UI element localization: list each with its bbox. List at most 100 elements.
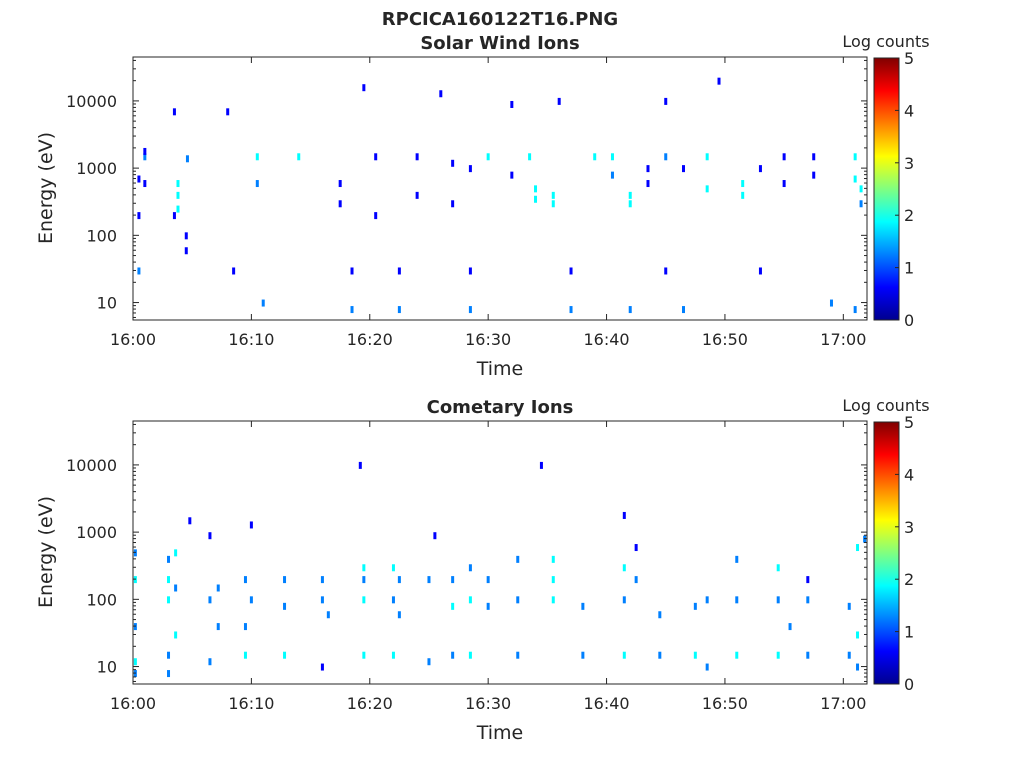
solar-wind-panel: Solar Wind Ions 16:00 16:10 16:20 16:30 16:4…: [35, 32, 930, 380]
heatmap-cell: [397, 576, 401, 584]
heatmap-cell: [188, 517, 192, 525]
colorbar-tick-label: 3: [904, 154, 914, 173]
heatmap-cell: [397, 611, 401, 619]
colorbar-tick-label: 1: [904, 259, 914, 278]
heatmap-cell: [468, 596, 472, 604]
colorbar: 0 1 2 3 4 5 Log counts: [842, 32, 929, 330]
heatmap-cell: [486, 576, 490, 584]
heatmap-cell: [705, 596, 709, 604]
x-tick-label: 16:30: [465, 694, 511, 713]
heatmap-cell: [551, 191, 555, 199]
heatmap-cell: [283, 576, 287, 584]
heatmap-cell: [634, 544, 638, 552]
x-tick-label: 17:00: [820, 330, 866, 349]
colorbar-tick-label: 5: [904, 49, 914, 68]
heatmap-cell: [391, 651, 395, 659]
heatmap-cell: [664, 267, 668, 275]
heatmap-cell: [758, 267, 762, 275]
cometary-panel: Cometary Ions 16:00 16:10 16:20 16:30 16:40 1…: [35, 396, 930, 744]
heatmap-cell: [486, 153, 490, 161]
colorbar-ticks: 0 1 2 3 4 5: [895, 413, 914, 694]
heatmap-cell: [806, 596, 810, 604]
heatmap-cell: [693, 651, 697, 659]
heatmap-cell: [297, 153, 301, 161]
heatmap-cell: [853, 175, 857, 183]
heatmap-cell: [628, 191, 632, 199]
colorbar: 0 1 2 3 4 5 Log counts: [842, 396, 929, 694]
heatmap-cell: [853, 306, 857, 314]
heatmap-cell: [451, 602, 455, 610]
heatmap-cell: [658, 651, 662, 659]
x-tick-label: 16:10: [228, 330, 274, 349]
panel-title: Cometary Ions: [427, 397, 574, 418]
heatmap-cell: [468, 564, 472, 572]
x-tick-label: 16:10: [228, 694, 274, 713]
y-axis: 10 100 1000 10000: [66, 59, 867, 318]
heatmap-cell: [829, 299, 833, 307]
heatmap-cell: [705, 153, 709, 161]
heatmap-cell: [176, 191, 180, 199]
heatmap-cell: [397, 267, 401, 275]
heatmap-cell: [486, 602, 490, 610]
x-axis: 16:00 16:10 16:20 16:30 16:40 16:50 17:00: [110, 421, 866, 713]
colorbar-ticks: 0 1 2 3 4 5: [895, 49, 914, 330]
y-axis-label: Energy (eV): [35, 132, 57, 244]
heatmap-cell: [528, 153, 532, 161]
x-tick-label: 16:50: [702, 330, 748, 349]
heatmap-cell: [176, 180, 180, 188]
heatmap-cell: [320, 576, 324, 584]
x-axis: 16:00 16:10 16:20 16:30 16:40 16:50 17:00: [110, 57, 866, 349]
x-tick-label: 16:00: [110, 330, 156, 349]
heatmap-cell: [208, 596, 212, 604]
heatmap-cell: [391, 596, 395, 604]
heatmap-cell: [232, 267, 236, 275]
y-tick-label: 10000: [66, 456, 117, 475]
colorbar-tick-label: 2: [904, 206, 914, 225]
x-axis-label: Time: [476, 722, 524, 744]
heatmap-cell: [622, 511, 626, 519]
heatmap-cell: [468, 306, 472, 314]
heatmap-cell: [776, 596, 780, 604]
heatmap-cell: [812, 153, 816, 161]
heatmap-cell: [782, 180, 786, 188]
heatmap-cells: [133, 461, 867, 678]
heatmap-cell: [137, 175, 141, 183]
heatmap-cell: [628, 306, 632, 314]
y-tick-label: 100: [86, 590, 117, 609]
heatmap-cell: [534, 185, 538, 193]
heatmap-cell: [451, 651, 455, 659]
colorbar-tick-label: 3: [904, 518, 914, 537]
y-tick-label: 1000: [76, 159, 117, 178]
heatmap-cell: [741, 180, 745, 188]
heatmap-cell: [374, 153, 378, 161]
heatmap-cell: [216, 623, 220, 631]
y-tick-label: 1000: [76, 523, 117, 542]
heatmap-cell: [338, 200, 342, 208]
heatmap-cell: [439, 90, 443, 98]
heatmap-cell: [174, 549, 178, 557]
heatmap-cell: [167, 576, 171, 584]
heatmap-cell: [167, 596, 171, 604]
heatmap-cell: [167, 555, 171, 563]
colorbar-tick-label: 4: [904, 101, 914, 120]
heatmap-cell: [433, 532, 437, 540]
heatmap-cell: [362, 651, 366, 659]
heatmap-cell: [856, 663, 860, 671]
heatmap-cell: [776, 564, 780, 572]
heatmap-cell: [249, 596, 253, 604]
heatmap-cell: [551, 555, 555, 563]
x-tick-label: 16:00: [110, 694, 156, 713]
heatmap-cell: [208, 658, 212, 666]
heatmap-cell: [569, 306, 573, 314]
heatmap-cell: [427, 658, 431, 666]
heatmap-cell: [320, 663, 324, 671]
heatmap-cell: [468, 165, 472, 173]
heatmap-cell: [622, 564, 626, 572]
heatmap-cell: [516, 596, 520, 604]
colorbar-tick-label: 1: [904, 623, 914, 642]
heatmap-cell: [581, 651, 585, 659]
heatmap-cell: [856, 544, 860, 552]
heatmap-cell: [468, 651, 472, 659]
heatmap-cell: [133, 658, 137, 666]
